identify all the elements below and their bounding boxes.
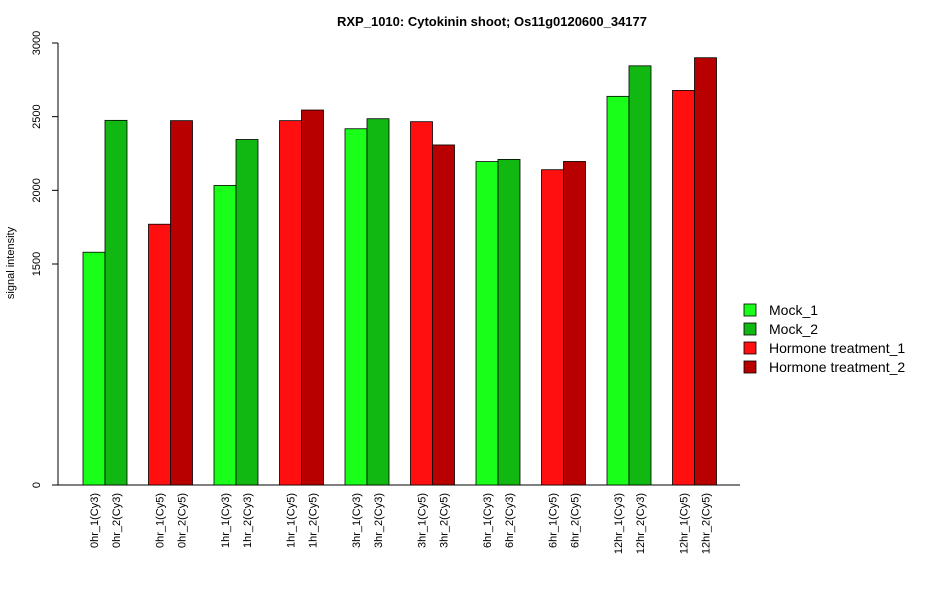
legend-label: Mock_1 — [769, 302, 818, 318]
bar — [475, 161, 499, 486]
bar — [82, 251, 106, 486]
bar — [279, 120, 302, 486]
y-tick-label: 3000 — [31, 31, 43, 55]
x-tick-label: 0hr_2(Cy5) — [177, 493, 189, 548]
bar — [694, 57, 717, 486]
y-tick-label: 2000 — [31, 178, 43, 202]
bar — [410, 121, 433, 486]
chart-title: RXP_1010: Cytokinin shoot; Os11g0120600_… — [337, 14, 647, 29]
bar — [563, 161, 586, 486]
x-tick-label: 3hr_2(Cy5) — [439, 493, 451, 548]
x-tick-label: 0hr_1(Cy5) — [155, 493, 167, 548]
legend-swatch — [743, 303, 757, 317]
y-tick-label: 1500 — [31, 252, 43, 276]
x-tick-label: 12hr_2(Cy5) — [701, 493, 713, 554]
bar — [628, 65, 652, 486]
bars — [82, 57, 717, 486]
x-tick-label: 12hr_1(Cy5) — [679, 493, 691, 554]
bar — [432, 144, 455, 486]
bar — [170, 120, 193, 486]
x-tick-label: 6hr_1(Cy5) — [548, 493, 560, 548]
x-axis-tick-labels: 0hr_1(Cy3) 0hr_2(Cy3) 0hr_1(Cy5) 0hr_2(Cy5)… — [89, 493, 713, 554]
x-tick-label: 12hr_1(Cy3) — [613, 493, 625, 554]
x-tick-label: 3hr_1(Cy3) — [351, 493, 363, 548]
x-tick-label: 0hr_2(Cy3) — [111, 493, 123, 548]
y-tick-label: 2500 — [31, 104, 43, 128]
x-tick-label: 1hr_1(Cy5) — [286, 493, 298, 548]
legend-swatch — [743, 360, 757, 374]
bar — [213, 185, 237, 486]
x-tick-label: 12hr_2(Cy3) — [635, 493, 647, 554]
x-tick-label: 3hr_2(Cy3) — [373, 493, 385, 548]
x-tick-label: 6hr_2(Cy5) — [570, 493, 582, 548]
bar — [235, 139, 259, 486]
legend-label: Hormone treatment_2 — [769, 359, 905, 375]
legend-swatch — [743, 341, 757, 355]
x-tick-label: 3hr_1(Cy5) — [417, 493, 429, 548]
bar — [104, 119, 128, 486]
legend-swatch — [743, 322, 757, 336]
x-tick-label: 6hr_1(Cy3) — [482, 493, 494, 548]
x-tick-label: 6hr_2(Cy3) — [504, 493, 516, 548]
legend-label: Mock_2 — [769, 321, 818, 337]
legend-label: Hormone treatment_1 — [769, 340, 905, 356]
bar — [344, 128, 368, 486]
bar — [366, 118, 390, 486]
x-tick-label: 0hr_1(Cy3) — [89, 493, 101, 548]
legend: Mock_1 Mock_2 Hormone treatment_1 Hormone t… — [743, 302, 905, 375]
bar — [301, 109, 324, 486]
y-axis-label: signal intensity — [5, 226, 17, 299]
bar — [541, 169, 564, 486]
y-axis-ticks: 0 1500 2000 2500 3000 — [31, 31, 58, 488]
x-tick-label: 1hr_1(Cy3) — [220, 493, 232, 548]
x-tick-label: 1hr_2(Cy5) — [308, 493, 320, 548]
bar — [606, 95, 630, 486]
bar — [672, 90, 695, 486]
bar — [497, 158, 521, 486]
y-tick-label: 0 — [31, 482, 43, 488]
bar — [148, 223, 171, 486]
x-tick-label: 1hr_2(Cy3) — [242, 493, 254, 548]
